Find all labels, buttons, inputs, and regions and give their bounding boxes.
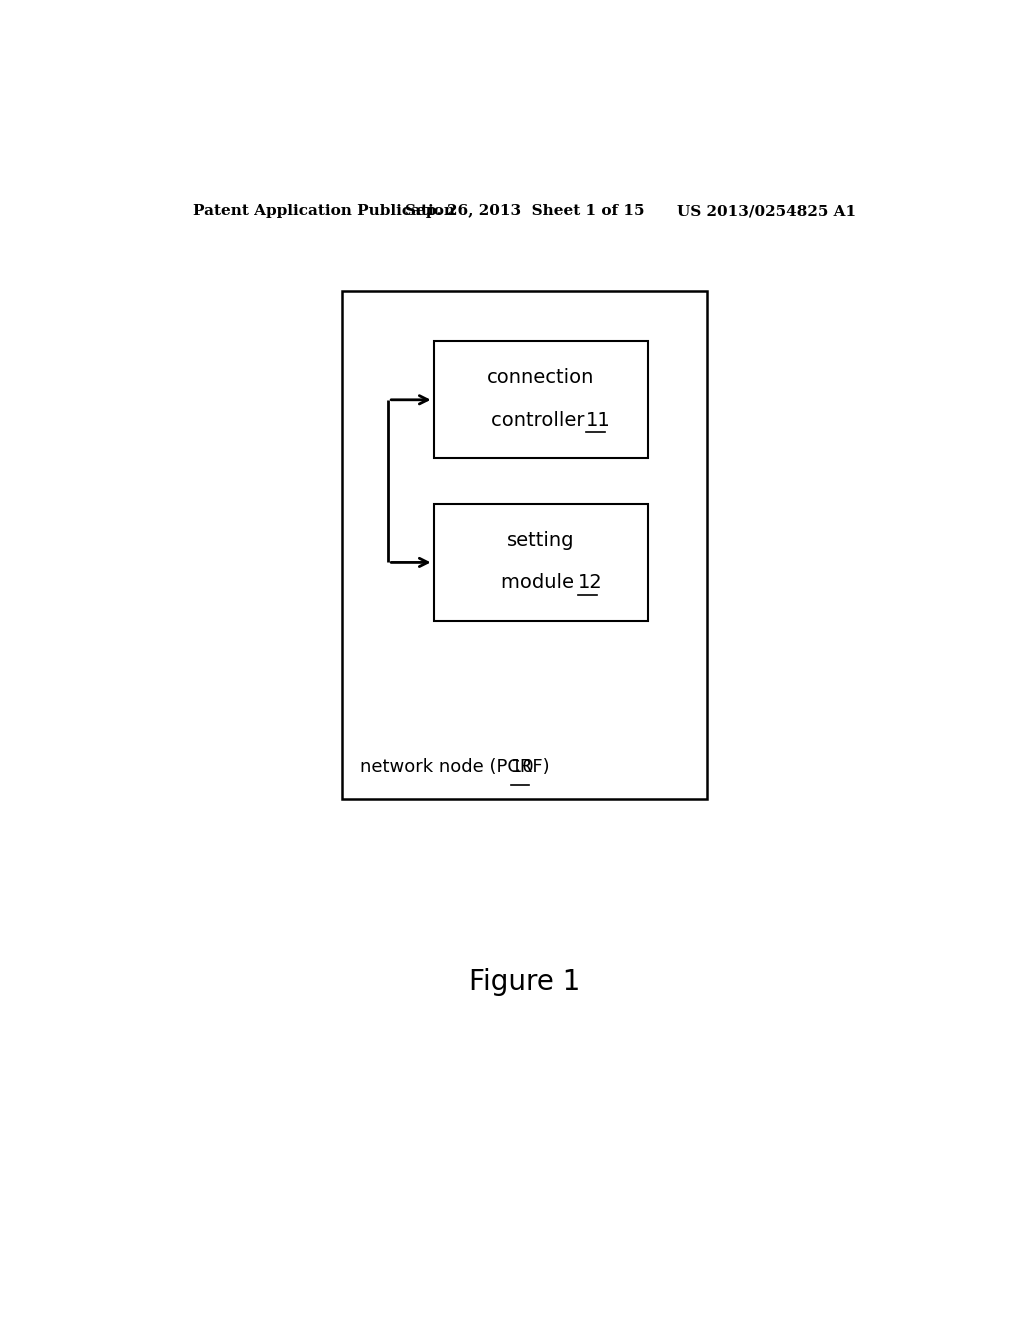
Text: 12: 12 bbox=[578, 573, 602, 593]
Text: Sep. 26, 2013  Sheet 1 of 15: Sep. 26, 2013 Sheet 1 of 15 bbox=[406, 205, 644, 218]
Bar bbox=[433, 504, 648, 620]
Text: connection: connection bbox=[487, 368, 594, 387]
Text: 10: 10 bbox=[511, 759, 534, 776]
Text: network node (PCRF): network node (PCRF) bbox=[359, 759, 555, 776]
Text: Figure 1: Figure 1 bbox=[469, 968, 581, 995]
Bar bbox=[342, 290, 708, 799]
Text: setting: setting bbox=[507, 531, 574, 549]
Text: module: module bbox=[501, 573, 581, 593]
Text: controller: controller bbox=[490, 411, 591, 429]
Text: US 2013/0254825 A1: US 2013/0254825 A1 bbox=[678, 205, 856, 218]
Text: Patent Application Publication: Patent Application Publication bbox=[194, 205, 455, 218]
Bar bbox=[433, 342, 648, 458]
Text: 11: 11 bbox=[586, 411, 610, 429]
